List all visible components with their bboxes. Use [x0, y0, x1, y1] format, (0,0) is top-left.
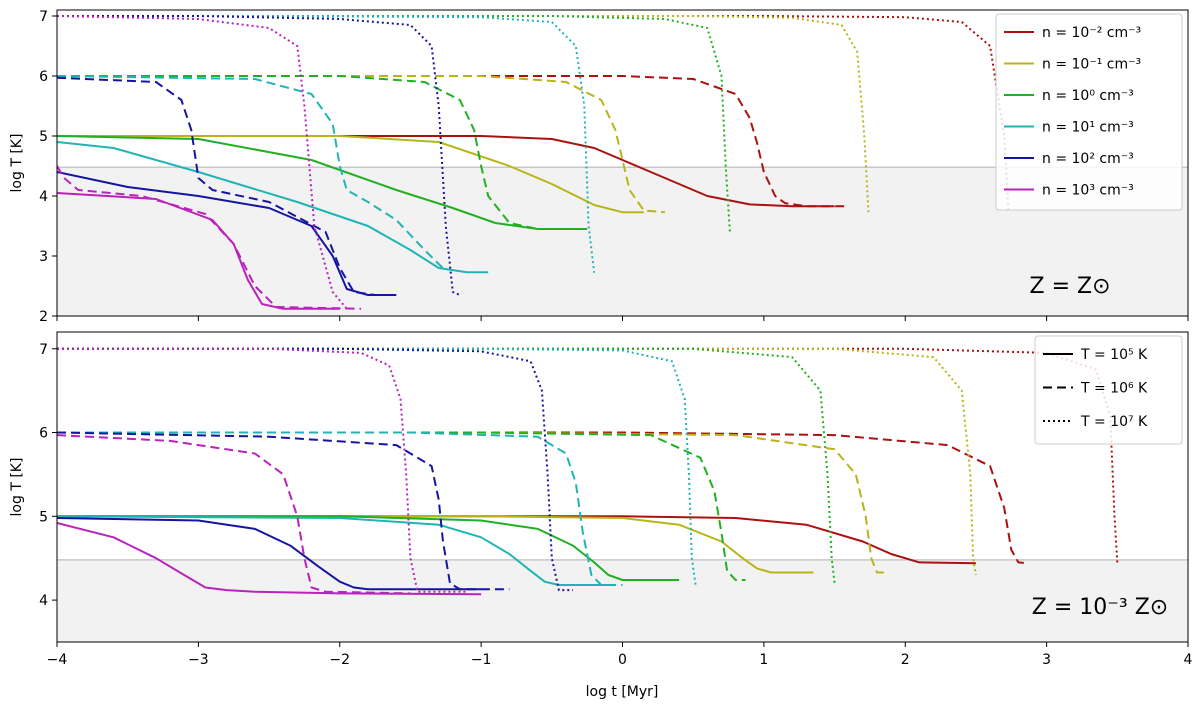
legend-label: T = 10⁵ K [1080, 347, 1148, 363]
x-tick-label: 3 [1042, 652, 1051, 668]
series-line-15 [57, 347, 573, 592]
bottom-panel: −4 −3 −2 −1 0 1 2 3 4 4 5 6 7 log T [K] Z = 10⁻³ Z⊙ T =… [9, 331, 1193, 668]
y-tick-label: 4 [39, 189, 48, 205]
series-group [57, 347, 1119, 596]
series-line-18 [57, 15, 348, 310]
series-group [57, 15, 1010, 310]
legend: T = 10⁵ K T = 10⁶ K T = 10⁷ K [1034, 335, 1183, 445]
series-line-8 [57, 431, 746, 581]
y-axis-label: log T [K] [9, 458, 25, 517]
series-line-11 [57, 75, 447, 272]
x-tick-label: −2 [329, 652, 350, 668]
y-tick-label: 6 [39, 426, 48, 442]
series-line-3 [57, 347, 1119, 563]
series-line-18 [57, 347, 467, 593]
y-tick-label: 5 [39, 509, 48, 525]
legend-label: T = 10⁷ K [1080, 414, 1148, 430]
metallicity-annotation: Z = 10⁻³ Z⊙ [1032, 595, 1168, 620]
legend-label: n = 10⁻¹ cm⁻³ [1042, 57, 1141, 73]
y-tick-label: 2 [39, 309, 48, 325]
y-tick-label: 5 [39, 129, 48, 145]
legend-label: n = 10¹ cm⁻³ [1042, 120, 1134, 136]
series-line-6 [57, 347, 977, 576]
x-tick-label: 4 [1184, 652, 1193, 668]
series-line-13 [57, 517, 482, 591]
legend-box [995, 13, 1183, 211]
series-line-8 [57, 75, 538, 230]
series-line-14 [57, 76, 376, 296]
series-line-7 [57, 515, 680, 581]
legend-label: n = 10⁰ cm⁻³ [1042, 88, 1134, 104]
series-line-5 [57, 75, 665, 214]
y-tick-label: 3 [39, 249, 48, 265]
series-line-9 [57, 15, 731, 233]
x-tick-label: −1 [471, 652, 492, 668]
legend: n = 10⁻² cm⁻³ n = 10⁻¹ cm⁻³ n = 10⁰ cm⁻³ n … [995, 13, 1183, 211]
series-line-2 [57, 75, 849, 208]
series-line-10 [57, 515, 609, 586]
y-tick-label: 7 [39, 342, 48, 358]
series-line-11 [57, 431, 623, 586]
x-tick-label: 0 [618, 652, 627, 668]
legend-label: n = 10² cm⁻³ [1042, 151, 1134, 167]
x-axis-label: log t [Myr] [586, 684, 659, 700]
legend-box [1034, 335, 1183, 445]
y-tick-label: 6 [39, 69, 48, 85]
legend-label: T = 10⁶ K [1080, 381, 1148, 397]
series-line-16 [57, 522, 482, 596]
metallicity-annotation: Z = Z⊙ [1030, 274, 1111, 299]
y-tick-label: 4 [39, 593, 48, 609]
series-line-4 [57, 135, 644, 214]
series-line-1 [57, 515, 976, 565]
y-tick-label: 7 [39, 9, 48, 25]
x-tick-label: −3 [188, 652, 209, 668]
x-tick-label: −4 [47, 652, 68, 668]
series-line-1 [57, 135, 835, 208]
shaded-region [57, 559, 1188, 642]
series-line-6 [57, 15, 870, 213]
series-line-10 [57, 141, 489, 274]
series-line-12 [57, 347, 697, 588]
series-line-2 [57, 431, 1029, 565]
series-line-12 [57, 15, 596, 273]
series-line-17 [57, 434, 411, 595]
series-line-17 [57, 165, 362, 310]
legend-label: n = 10³ cm⁻³ [1042, 183, 1134, 199]
series-line-4 [57, 515, 814, 574]
series-line-9 [57, 347, 836, 584]
x-tick-label: 2 [901, 652, 910, 668]
y-axis-label: log T [K] [9, 134, 25, 193]
series-line-14 [57, 431, 510, 591]
legend-label: n = 10⁻² cm⁻³ [1042, 25, 1141, 41]
series-line-5 [57, 431, 884, 574]
series-line-3 [57, 15, 1010, 212]
x-tick-label: 1 [759, 652, 768, 668]
